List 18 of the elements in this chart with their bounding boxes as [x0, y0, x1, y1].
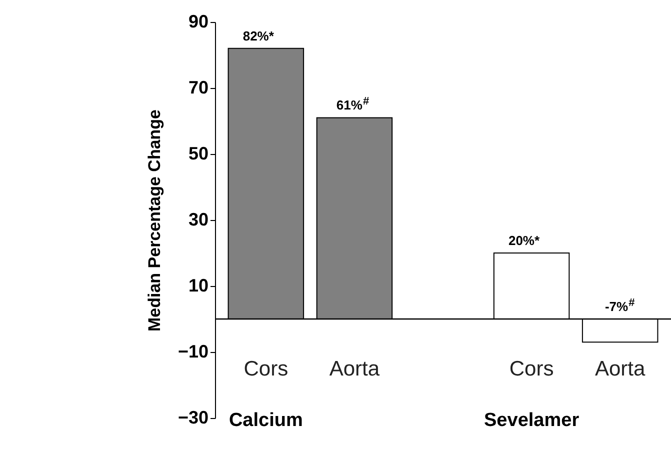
y-tick-label: 50 [188, 144, 208, 164]
text: -7%# [604, 297, 635, 314]
annotation: Sevelamer [484, 410, 580, 431]
x-tick-label: Aorta [594, 358, 646, 380]
data-label: 82%* [242, 28, 275, 44]
annotation: Calcium [228, 410, 303, 431]
x-tick-label: Aorta [329, 358, 380, 380]
data-label: 20%* [508, 233, 540, 248]
y-tick-label: 90 [188, 12, 208, 32]
x-tick-label: Cors [509, 358, 554, 380]
y-tick-label: 30 [188, 210, 208, 230]
x-tick-label: Cors [244, 358, 288, 380]
y-tick-label: 70 [188, 78, 208, 98]
y-tick-label: −30 [178, 408, 208, 428]
y-tick-label: −10 [178, 342, 208, 362]
y-axis-title: Median Percentage Change [144, 109, 164, 332]
text: 61%# [336, 96, 370, 113]
y-tick-label: 10 [188, 276, 208, 296]
